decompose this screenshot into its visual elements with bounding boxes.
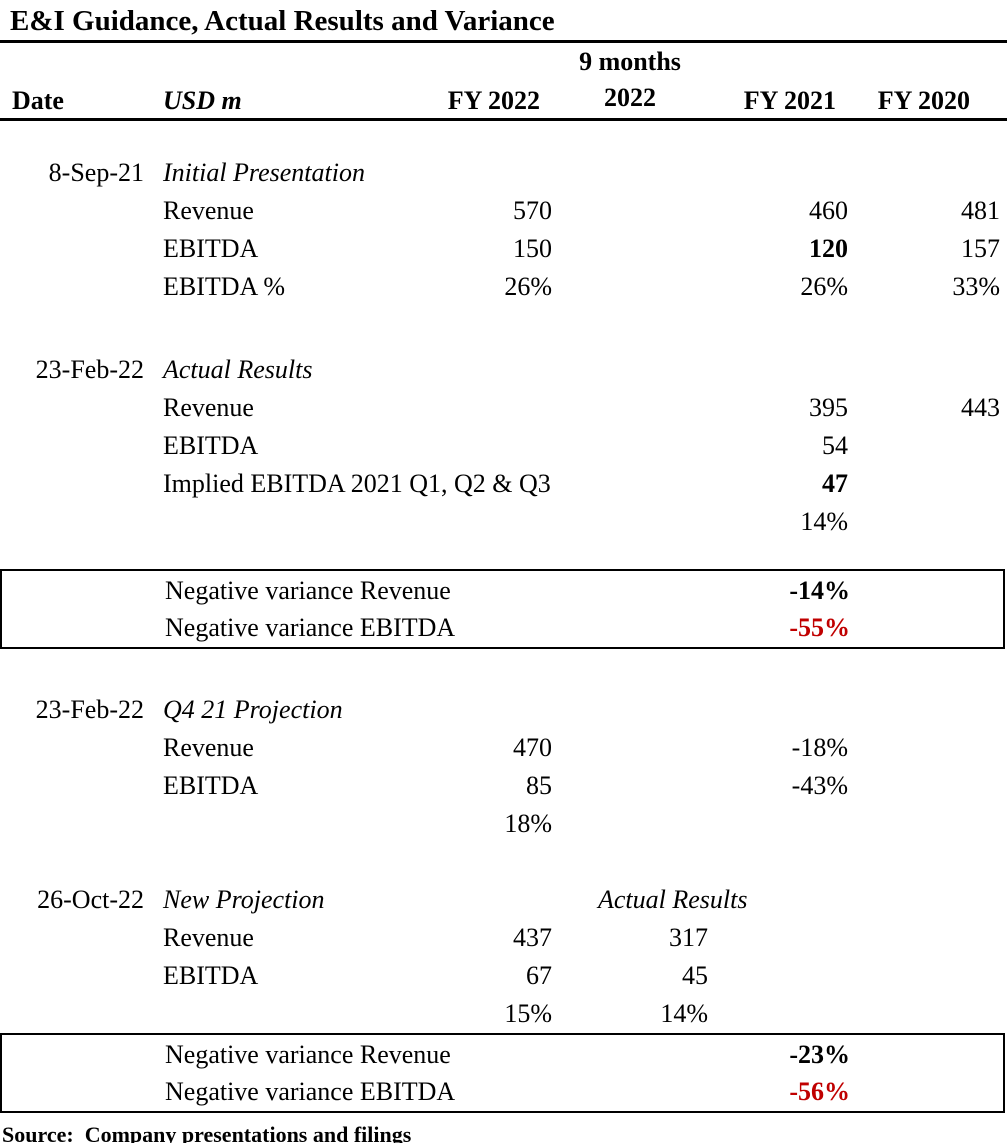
table-row: EBITDA % 26% 26% 33% [0, 268, 1007, 306]
spacer [0, 649, 1007, 691]
header-9-months-line1: 9 months [579, 47, 681, 77]
value-cell-fy2022: 26% [504, 272, 552, 302]
table-header: Date USD m FY 2022 9 months 2022 FY 2021… [0, 43, 1007, 122]
value-cell-fy2021: 26% [800, 272, 848, 302]
source-note: Source: Company presentations and filing… [2, 1122, 412, 1143]
table-row: 23-Feb-22 Actual Results [0, 351, 1007, 389]
table-row: EBITDA 150 120 157 [0, 230, 1007, 268]
value-cell-fy2021: -55% [789, 612, 850, 642]
value-cell-fy2022: 85 [526, 771, 552, 801]
date-cell: 23-Feb-22 [35, 695, 144, 725]
label-cell: Negative variance Revenue [165, 575, 451, 605]
label-cell: Q4 21 Projection [163, 695, 343, 725]
value-cell-fy2021: 54 [822, 431, 848, 461]
date-cell: 23-Feb-22 [35, 355, 144, 385]
spacer [0, 306, 1007, 351]
value-cell-fy2021: -56% [789, 1076, 850, 1106]
header-usd-m: USD m [163, 86, 242, 116]
table-row: Negative variance EBITDA -55% [2, 609, 1003, 646]
value-cell-m9: Actual Results [598, 885, 748, 915]
table-row: 8-Sep-21 Initial Presentation [0, 154, 1007, 192]
label-cell: Negative variance EBITDA [165, 612, 456, 642]
value-cell-fy2020: 481 [961, 196, 1000, 226]
table-row: Negative variance EBITDA -56% [2, 1073, 1003, 1110]
date-cell: 8-Sep-21 [48, 158, 144, 188]
label-cell: EBITDA [163, 961, 259, 991]
label-cell: Negative variance EBITDA [165, 1076, 456, 1106]
header-9-months-2022: 9 months 2022 [552, 44, 708, 116]
label-cell: Implied EBITDA 2021 Q1, Q2 & Q3 [163, 469, 551, 499]
date-cell: 26-Oct-22 [37, 885, 144, 915]
header-9-months-line2: 2022 [604, 83, 656, 113]
table-row: Negative variance Revenue -23% [2, 1036, 1003, 1073]
spacer [0, 541, 1007, 569]
value-cell-fy2021: -23% [789, 1039, 850, 1069]
variance-box: Negative variance Revenue -23% Negative va… [0, 1033, 1005, 1114]
table-row: Revenue 470 -18% [0, 729, 1007, 767]
value-cell-fy2020: 33% [952, 272, 1000, 302]
table-body: 8-Sep-21 Initial Presentation Revenue 570 46… [0, 121, 1007, 1114]
table-row: EBITDA 85 -43% [0, 767, 1007, 805]
label-cell: EBITDA [163, 431, 259, 461]
label-cell: EBITDA [163, 771, 259, 801]
header-date: Date [12, 86, 64, 116]
value-cell-fy2022: 437 [513, 923, 552, 953]
value-cell-fy2021: 460 [809, 196, 848, 226]
header-fy2020: FY 2020 [877, 86, 970, 116]
table-row: Revenue 437 317 [0, 919, 1007, 957]
value-cell-fy2022: 150 [513, 234, 552, 264]
value-cell-fy2021: -43% [791, 771, 848, 801]
spacer [0, 843, 1007, 881]
table-row: EBITDA 54 [0, 427, 1007, 465]
value-cell-fy2022: 470 [513, 733, 552, 763]
value-cell-fy2022: 15% [504, 999, 552, 1029]
header-row: Date USD m FY 2022 9 months 2022 FY 2021… [0, 43, 1007, 118]
label-cell: EBITDA % [163, 272, 286, 302]
table-row: Revenue 395 443 [0, 389, 1007, 427]
label-cell: Initial Presentation [163, 158, 365, 188]
value-cell-m9: 14% [660, 999, 708, 1029]
table-row: EBITDA 67 45 [0, 957, 1007, 995]
value-cell-fy2021: 120 [809, 234, 848, 264]
label-cell: Revenue [163, 196, 254, 226]
variance-box: Negative variance Revenue -14% Negative va… [0, 569, 1005, 650]
value-cell-fy2020: 157 [961, 234, 1000, 264]
label-cell: EBITDA [163, 234, 259, 264]
value-cell-fy2021: -14% [789, 575, 850, 605]
label-cell: Revenue [163, 393, 254, 423]
value-cell-fy2021: -18% [791, 733, 848, 763]
table-row: Implied EBITDA 2021 Q1, Q2 & Q3 47 [0, 465, 1007, 503]
table-row: 23-Feb-22 Q4 21 Projection [0, 691, 1007, 729]
value-cell-fy2021: 14% [800, 507, 848, 537]
value-cell-fy2022: 18% [504, 809, 552, 839]
label-cell: New Projection [163, 885, 325, 915]
page-title: E&I Guidance, Actual Results and Varianc… [0, 0, 1007, 44]
value-cell-fy2022: 67 [526, 961, 552, 991]
table-row: Revenue 570 460 481 [0, 192, 1007, 230]
table-row: 14% [0, 503, 1007, 541]
value-cell-m9: 45 [682, 961, 708, 991]
table-row: 18% [0, 805, 1007, 843]
value-cell-fy2021: 395 [809, 393, 848, 423]
value-cell-fy2020: 443 [961, 393, 1000, 423]
value-cell-fy2022: 570 [513, 196, 552, 226]
header-fy2022: FY 2022 [447, 86, 540, 116]
header-fy2021: FY 2021 [743, 86, 836, 116]
table-row: 15% 14% [0, 995, 1007, 1033]
value-cell-fy2021: 47 [822, 469, 848, 499]
label-cell: Revenue [163, 733, 254, 763]
table-row: Negative variance Revenue -14% [2, 572, 1003, 609]
label-cell: Actual Results [163, 355, 313, 385]
value-cell-m9: 317 [669, 923, 708, 953]
table-row: 26-Oct-22 New Projection Actual Results [0, 881, 1007, 919]
spacer [0, 121, 1007, 154]
label-cell: Revenue [163, 923, 254, 953]
label-cell: Negative variance Revenue [165, 1039, 451, 1069]
